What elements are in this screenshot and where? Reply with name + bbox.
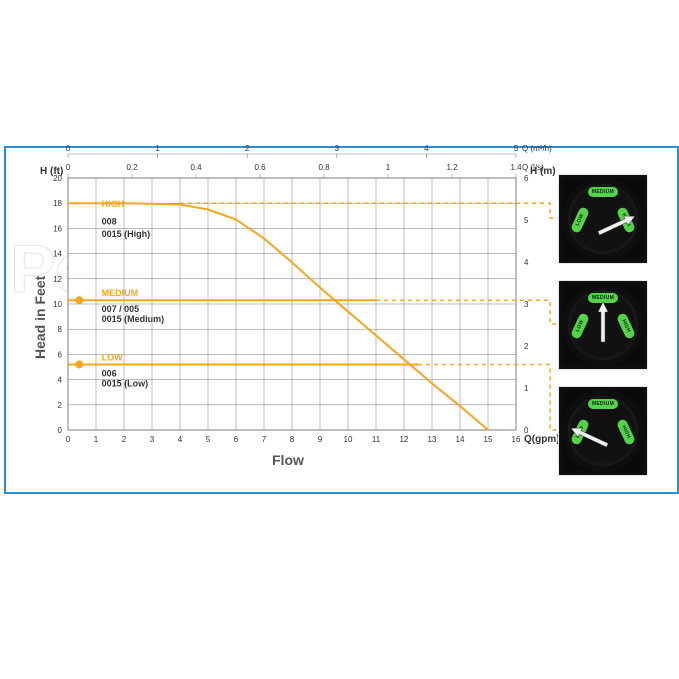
svg-text:12: 12	[400, 435, 409, 444]
dial-low: MEDIUM LOW HIGH	[558, 386, 648, 476]
svg-text:1.2: 1.2	[446, 163, 458, 172]
svg-text:5: 5	[206, 435, 211, 444]
svg-text:0015 (Medium): 0015 (Medium)	[102, 314, 165, 324]
dial-high: MEDIUM LOW HIGH	[558, 174, 648, 264]
svg-text:1: 1	[155, 144, 160, 153]
svg-text:6: 6	[524, 174, 529, 183]
svg-text:14: 14	[456, 435, 465, 444]
svg-text:13: 13	[428, 435, 437, 444]
svg-text:0015 (Low): 0015 (Low)	[102, 378, 149, 388]
svg-text:15: 15	[484, 435, 493, 444]
svg-text:2: 2	[524, 342, 529, 351]
svg-text:Q(gpm): Q(gpm)	[524, 434, 560, 445]
stage: PexUniverse 0123456789101112131415160246…	[0, 0, 679, 679]
svg-text:H (ft): H (ft)	[40, 166, 63, 177]
svg-text:0: 0	[66, 435, 71, 444]
x-axis-title: Flow	[272, 452, 304, 468]
svg-text:0: 0	[66, 163, 71, 172]
svg-text:9: 9	[318, 435, 323, 444]
svg-text:1: 1	[524, 384, 529, 393]
svg-text:6: 6	[58, 350, 63, 359]
svg-text:0: 0	[58, 426, 63, 435]
svg-text:1.4: 1.4	[510, 163, 522, 172]
svg-text:LOW: LOW	[102, 352, 123, 362]
dial-seg-medium: MEDIUM	[588, 187, 618, 197]
svg-text:0.6: 0.6	[254, 163, 266, 172]
svg-text:3: 3	[524, 300, 529, 309]
dial-arrow-icon	[597, 302, 609, 346]
dial-medium: MEDIUM LOW HIGH	[558, 280, 648, 370]
svg-text:006: 006	[102, 368, 117, 378]
svg-text:18: 18	[53, 199, 62, 208]
svg-text:3: 3	[150, 435, 155, 444]
svg-text:008: 008	[102, 217, 117, 227]
y-axis-title: Head in Feet	[32, 276, 48, 359]
svg-text:MEDIUM: MEDIUM	[102, 288, 139, 298]
svg-text:4: 4	[58, 376, 63, 385]
svg-text:1: 1	[386, 163, 391, 172]
svg-text:2: 2	[122, 435, 127, 444]
svg-text:2: 2	[58, 401, 63, 410]
svg-text:H (m): H (m)	[530, 166, 556, 177]
svg-text:8: 8	[58, 325, 63, 334]
svg-text:5: 5	[524, 216, 529, 225]
svg-text:14: 14	[53, 250, 62, 259]
svg-text:3: 3	[335, 144, 340, 153]
svg-text:12: 12	[53, 275, 62, 284]
svg-text:Q (m³/h): Q (m³/h)	[522, 144, 552, 153]
svg-text:11: 11	[372, 435, 381, 444]
svg-text:7: 7	[262, 435, 267, 444]
svg-text:2: 2	[245, 144, 250, 153]
svg-text:007 / 005: 007 / 005	[102, 304, 140, 314]
svg-text:5: 5	[514, 144, 519, 153]
svg-text:10: 10	[53, 300, 62, 309]
svg-text:0.2: 0.2	[126, 163, 138, 172]
svg-text:4: 4	[524, 258, 529, 267]
svg-text:0015 (High): 0015 (High)	[102, 229, 151, 239]
svg-text:16: 16	[512, 435, 521, 444]
svg-text:6: 6	[234, 435, 239, 444]
svg-text:1: 1	[94, 435, 99, 444]
svg-text:16: 16	[53, 224, 62, 233]
svg-text:0: 0	[66, 144, 71, 153]
svg-text:HIGH: HIGH	[102, 199, 125, 209]
svg-text:0.8: 0.8	[318, 163, 330, 172]
svg-text:8: 8	[290, 435, 295, 444]
svg-text:4: 4	[424, 144, 429, 153]
svg-text:4: 4	[178, 435, 183, 444]
dial-seg-medium: MEDIUM	[588, 399, 618, 409]
svg-text:10: 10	[344, 435, 353, 444]
svg-text:0.4: 0.4	[190, 163, 202, 172]
